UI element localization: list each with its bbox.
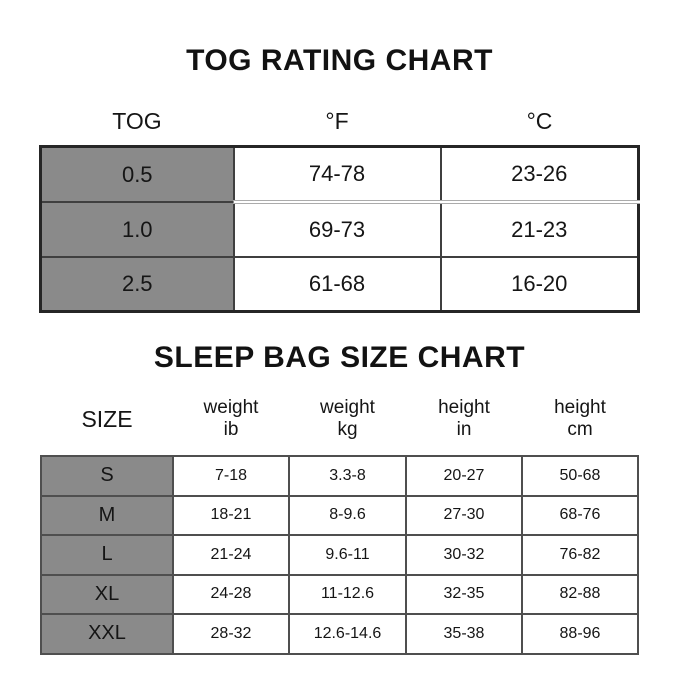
- weight-lb-cell: 7-18: [172, 455, 290, 497]
- height-in-cell: 27-30: [405, 494, 523, 536]
- height-in-cell: 32-35: [405, 573, 523, 615]
- height-in-cell: 30-32: [405, 534, 523, 576]
- tog-value-cell: 2.5: [39, 256, 235, 313]
- height-in-column-header: height in: [438, 397, 490, 440]
- size-cell: S: [40, 455, 174, 497]
- height-cm-cell: 68-76: [521, 494, 639, 536]
- tog-value-cell: 0.5: [39, 145, 235, 203]
- height-cm-cell: 50-68: [521, 455, 639, 497]
- size-table-row: L 21-24 9.6-11 30-32 76-82: [40, 534, 639, 576]
- sleep-bag-size-table: S 7-18 3.3-8 20-27 50-68 M 18-21 8-9.6 2…: [40, 455, 639, 655]
- fahrenheit-range-cell: 61-68: [232, 256, 442, 313]
- size-table-row: S 7-18 3.3-8 20-27 50-68: [40, 455, 639, 497]
- tog-table-row: 1.0 69-73 21-23: [39, 201, 640, 258]
- tog-value-cell: 1.0: [39, 201, 235, 258]
- fahrenheit-column-header: °F: [325, 107, 349, 134]
- tog-table-row: 2.5 61-68 16-20: [39, 256, 640, 313]
- size-table-row: XL 24-28 11-12.6 32-35 82-88: [40, 573, 639, 615]
- weight-lb-cell: 18-21: [172, 494, 290, 536]
- height-cm-cell: 88-96: [521, 613, 639, 655]
- celsius-range-cell: 23-26: [439, 145, 640, 204]
- size-cell: XXL: [40, 613, 174, 655]
- size-column-header: SIZE: [81, 406, 133, 432]
- celsius-range-cell: 21-23: [439, 201, 640, 258]
- height-cm-cell: 76-82: [521, 534, 639, 576]
- size-cell: L: [40, 534, 174, 576]
- tog-rating-table: 0.5 74-78 23-26 1.0 69-73 21-23 2.5 61-6…: [39, 145, 640, 313]
- weight-kg-cell: 8-9.6: [288, 494, 407, 536]
- height-in-cell: 20-27: [405, 455, 523, 497]
- size-cell: M: [40, 494, 174, 536]
- weight-lb-column-header: weight ib: [203, 397, 259, 440]
- height-cm-cell: 82-88: [521, 573, 639, 615]
- weight-lb-cell: 28-32: [172, 613, 290, 655]
- tog-table-row: 0.5 74-78 23-26: [39, 145, 640, 204]
- weight-kg-cell: 12.6-14.6: [288, 613, 407, 655]
- celsius-column-header: °C: [526, 107, 553, 134]
- height-cm-column-header: height cm: [554, 397, 606, 440]
- weight-kg-column-header: weight kg: [320, 397, 375, 440]
- tog-chart-header-row: TOG °F °C: [41, 104, 639, 138]
- size-table-row: XXL 28-32 12.6-14.6 35-38 88-96: [40, 613, 639, 655]
- size-cell: XL: [40, 573, 174, 615]
- weight-kg-cell: 9.6-11: [288, 534, 407, 576]
- weight-lb-cell: 24-28: [172, 573, 290, 615]
- celsius-range-cell: 16-20: [439, 256, 640, 313]
- fahrenheit-range-cell: 74-78: [232, 145, 442, 204]
- weight-kg-cell: 11-12.6: [288, 573, 407, 615]
- size-chart-header-row: SIZE weight ib weight kg height in heigh…: [41, 397, 638, 441]
- size-table-row: M 18-21 8-9.6 27-30 68-76: [40, 494, 639, 536]
- size-chart-title: SLEEP BAG SIZE CHART: [153, 341, 526, 374]
- fahrenheit-range-cell: 69-73: [232, 201, 442, 258]
- tog-column-header: TOG: [112, 107, 162, 134]
- height-in-cell: 35-38: [405, 613, 523, 655]
- weight-kg-cell: 3.3-8: [288, 455, 407, 497]
- weight-lb-cell: 21-24: [172, 534, 290, 576]
- tog-chart-title: TOG RATING CHART: [186, 44, 493, 77]
